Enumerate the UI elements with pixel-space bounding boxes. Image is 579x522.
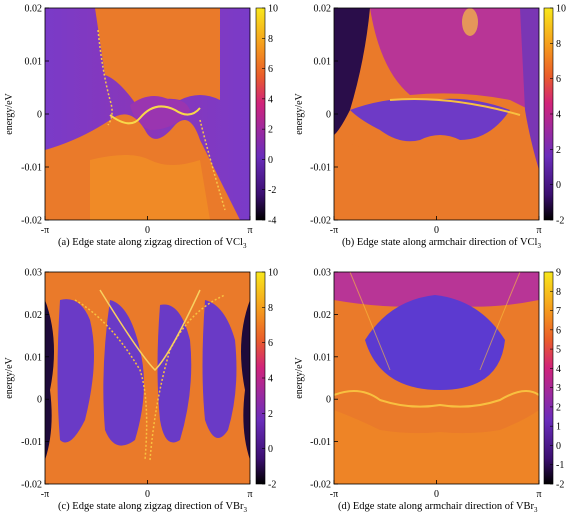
colorbar-tick-label: 6 <box>268 64 273 75</box>
colorbar-tick-label: 6 <box>268 338 273 349</box>
ytick-label: 0 <box>326 395 331 406</box>
heatmap-bands <box>45 289 250 461</box>
xtick-label: 0 <box>145 489 150 500</box>
colorbar-tick-label: 0 <box>556 180 561 191</box>
ytick-label: 0.02 <box>25 310 43 321</box>
colorbar-tick-label: 1 <box>556 422 561 433</box>
ytick-label: -0.02 <box>310 216 331 227</box>
xtick-label: π <box>536 225 541 236</box>
xtick-label: -π <box>330 489 338 500</box>
panel-d: 0.03 0.02 0.01 0 -0.01 -0.02 energy/eV -π 0 π 9 8 7 6… <box>290 260 579 522</box>
xtick-label: 0 <box>434 489 439 500</box>
xtick-label: π <box>247 489 252 500</box>
colorbar-tick-label: 0 <box>556 441 561 452</box>
ytick-label: 0.01 <box>25 57 43 68</box>
colorbar-tick-label: 5 <box>556 345 561 356</box>
panel-c: 0.03 0.02 0.01 0 -0.01 -0.02 energy/eV -π 0 π 10 8 6… <box>0 260 290 522</box>
y-axis-label: energy/eV <box>294 92 305 134</box>
y-axis-label: energy/eV <box>4 356 15 398</box>
panel-b-plot: 0.02 0.01 0 -0.01 -0.02 energy/eV -π 0 π 10 8 6 4 2 0 -… <box>294 4 566 237</box>
colorbar-tick-label: 4 <box>556 364 561 375</box>
ytick-label: -0.01 <box>310 437 331 448</box>
colorbar-tick-label: 8 <box>556 287 561 298</box>
colorbar-tick-label: 10 <box>268 268 278 279</box>
xtick-label: 0 <box>145 225 150 236</box>
caption-d: (d) Edge state along armchair direction … <box>338 501 538 515</box>
xtick-label: -π <box>41 225 49 236</box>
colorbar-tick-label: 7 <box>556 306 561 317</box>
xtick-label: 0 <box>434 225 439 236</box>
colorbar-tick-label: 2 <box>268 409 273 420</box>
ytick-label: -0.01 <box>21 163 42 174</box>
ytick-label: 0.02 <box>314 4 332 15</box>
colorbar-tick-label: 8 <box>268 34 273 45</box>
colorbar-tick-label: -2 <box>268 185 276 196</box>
ytick-label: 0 <box>326 110 331 121</box>
colorbar-tick-label: -4 <box>268 216 276 227</box>
colorbar <box>255 7 266 221</box>
colorbar-tick-label: -2 <box>556 216 564 227</box>
panel-d-plot: 0.03 0.02 0.01 0 -0.01 -0.02 energy/eV -π 0 π 9 8 7 6… <box>294 268 564 501</box>
colorbar-tick-label: 4 <box>268 94 273 105</box>
colorbar-tick-label: -2 <box>268 480 276 491</box>
colorbar-tick-label: 4 <box>268 374 273 385</box>
ytick-label: 0 <box>37 395 42 406</box>
colorbar-tick-label: 3 <box>556 383 561 394</box>
ytick-label: -0.02 <box>21 480 42 491</box>
colorbar-tick-label: 8 <box>268 303 273 314</box>
panel-b: 0.02 0.01 0 -0.01 -0.02 energy/eV -π 0 π 10 8 6 4 2 0 -… <box>290 0 579 260</box>
colorbar <box>543 271 554 485</box>
colorbar-tick-label: -2 <box>556 480 564 491</box>
colorbar-tick-label: 0 <box>268 155 273 166</box>
colorbar-tick-label: 2 <box>556 145 561 156</box>
y-axis-label: energy/eV <box>4 92 15 134</box>
caption-a: (a) Edge state along zigzag direction of… <box>58 237 247 251</box>
panel-a-plot: 0.02 0.01 0 -0.01 -0.02 energy/eV -π 0 π 10 8 6 4 2 0 -… <box>4 4 278 237</box>
colorbar-tick-label: 0 <box>268 444 273 455</box>
ytick-label: -0.02 <box>21 216 42 227</box>
colorbar-tick-label: 10 <box>268 4 278 15</box>
ytick-label: 0.02 <box>314 310 332 321</box>
y-axis-label: energy/eV <box>294 356 305 398</box>
colorbar-tick-label: 9 <box>556 268 561 279</box>
panel-c-plot: 0.03 0.02 0.01 0 -0.01 -0.02 energy/eV -π 0 π 10 8 6… <box>4 268 278 501</box>
xtick-label: π <box>247 225 252 236</box>
colorbar-tick-label: 8 <box>556 39 561 50</box>
caption-b: (b) Edge state along armchair direction … <box>342 237 541 251</box>
ytick-label: 0.03 <box>314 268 332 279</box>
heatmap-bands <box>334 272 539 484</box>
caption-c: (c) Edge state along zigzag direction of… <box>58 501 248 515</box>
ytick-label: -0.02 <box>310 480 331 491</box>
ytick-label: 0.03 <box>25 268 43 279</box>
ytick-label: 0.01 <box>314 352 332 363</box>
heatmap-bands <box>334 8 539 220</box>
ytick-label: -0.01 <box>310 163 331 174</box>
xtick-label: -π <box>330 225 338 236</box>
xtick-label: π <box>536 489 541 500</box>
ytick-label: 0.01 <box>25 352 43 363</box>
ytick-label: 0.01 <box>314 57 332 68</box>
colorbar-tick-label: 10 <box>556 4 566 15</box>
ytick-label: -0.01 <box>21 437 42 448</box>
colorbar-tick-label: 6 <box>556 74 561 85</box>
colorbar-tick-label: 6 <box>556 325 561 336</box>
colorbar-tick-label: 2 <box>268 125 273 136</box>
xtick-label: -π <box>41 489 49 500</box>
panel-a: 0.02 0.01 0 -0.01 -0.02 energy/eV -π 0 π 10 8 6 4 2 0 -… <box>0 0 290 260</box>
ytick-label: 0.02 <box>25 4 43 15</box>
heatmap-bands <box>45 8 240 220</box>
colorbar-tick-label: 2 <box>556 402 561 413</box>
colorbar-tick-label: 4 <box>556 110 561 121</box>
colorbar-tick-label: -1 <box>556 460 564 471</box>
ytick-label: 0 <box>37 110 42 121</box>
